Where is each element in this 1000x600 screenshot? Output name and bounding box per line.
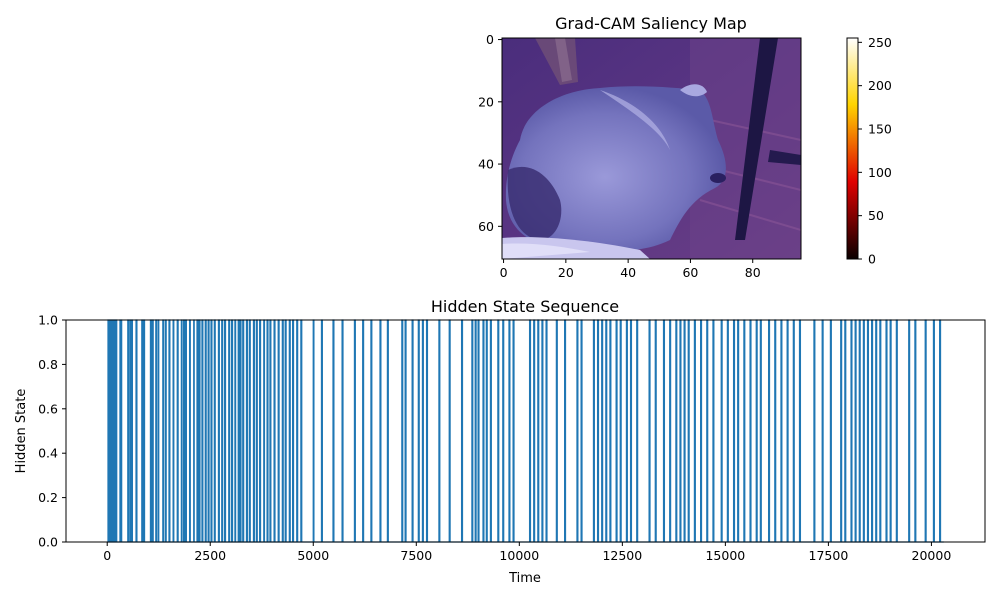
y-tick-label: 0.8 [38,357,58,372]
x-tick-label: 10000 [499,548,539,563]
saliency-axes: 0 20 40 60 80 0 20 40 60 [478,32,761,280]
saliency-image [502,38,801,259]
x-tick-label: 5000 [297,548,329,563]
x-axis-label: Time [508,571,541,586]
hidden-state-panel: Hidden State Sequence 0 2500 5000 7500 10000… [14,297,986,586]
x-tick-label: 15000 [705,548,745,563]
hidden-state-axes: 0 2500 5000 7500 10000 12500 15000 17500 20000 0.… [38,313,951,564]
colorbar-tick-label: 150 [868,122,892,137]
colorbar-ticks: 0 50 100 150 200 250 [858,35,892,267]
hidden-state-line [107,319,944,543]
x-tick-label: 2500 [194,548,226,563]
saliency-x-tick-label: 20 [558,265,574,280]
x-tick-label: 12500 [602,548,642,563]
colorbar-tick-label: 200 [868,78,892,93]
y-tick-label: 1.0 [38,313,58,328]
x-tick-label: 0 [103,548,111,563]
saliency-y-tick-label: 20 [478,94,494,109]
colorbar-tick-label: 0 [868,252,876,267]
saliency-x-tick-label: 80 [745,265,761,280]
y-tick-label: 0.6 [38,401,58,416]
saliency-y-tick-label: 0 [486,32,494,47]
saliency-y-tick-label: 60 [478,219,494,234]
saliency-x-tick-label: 40 [620,265,636,280]
saliency-map-panel: Grad-CAM Saliency Map 0 20 40 60 80 0 20 40 60 [478,14,892,280]
y-tick-label: 0.4 [38,446,58,461]
hidden-state-frame [65,319,986,543]
saliency-frame [501,37,802,260]
saliency-x-tick-label: 0 [500,265,508,280]
x-tick-label: 17500 [809,548,849,563]
saliency-x-tick-label: 60 [682,265,698,280]
colorbar-tick-label: 100 [868,165,892,180]
x-tick-label: 20000 [912,548,952,563]
y-tick-label: 0.0 [38,535,58,550]
hidden-state-series [107,319,944,543]
colorbar-tick-label: 250 [868,35,892,50]
colorbar [846,37,859,260]
saliency-y-tick-label: 40 [478,157,494,172]
y-axis-label: Hidden State [14,389,29,474]
hidden-state-title: Hidden State Sequence [431,297,619,316]
saliency-title: Grad-CAM Saliency Map [555,14,747,33]
colorbar-tick-label: 50 [868,208,884,223]
x-tick-label: 7500 [400,548,432,563]
y-tick-label: 0.2 [38,490,58,505]
